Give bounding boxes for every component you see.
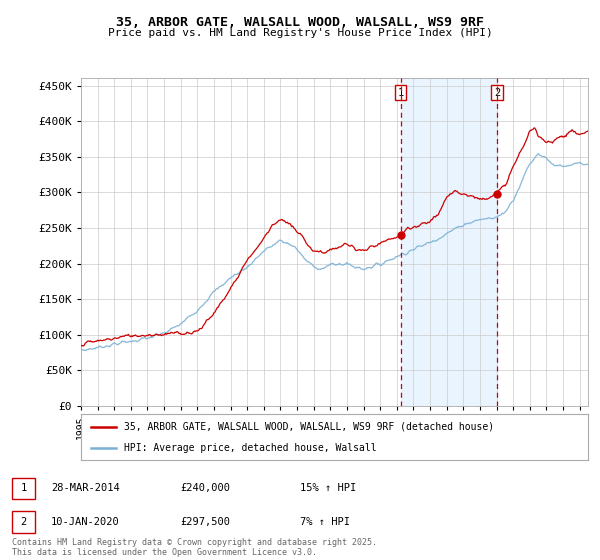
Text: 2: 2 (20, 517, 26, 527)
Text: 28-MAR-2014: 28-MAR-2014 (51, 483, 120, 493)
Text: 1: 1 (398, 88, 404, 97)
Text: Price paid vs. HM Land Registry's House Price Index (HPI): Price paid vs. HM Land Registry's House … (107, 28, 493, 38)
Text: 1: 1 (20, 483, 26, 493)
Text: 35, ARBOR GATE, WALSALL WOOD, WALSALL, WS9 9RF: 35, ARBOR GATE, WALSALL WOOD, WALSALL, W… (116, 16, 484, 29)
Text: 7% ↑ HPI: 7% ↑ HPI (300, 517, 350, 527)
Text: 10-JAN-2020: 10-JAN-2020 (51, 517, 120, 527)
Text: 2: 2 (494, 88, 500, 97)
Text: £297,500: £297,500 (180, 517, 230, 527)
Text: 35, ARBOR GATE, WALSALL WOOD, WALSALL, WS9 9RF (detached house): 35, ARBOR GATE, WALSALL WOOD, WALSALL, W… (124, 422, 494, 432)
Text: Contains HM Land Registry data © Crown copyright and database right 2025.
This d: Contains HM Land Registry data © Crown c… (12, 538, 377, 557)
Bar (401, 78, 497, 406)
Text: 15% ↑ HPI: 15% ↑ HPI (300, 483, 356, 493)
Text: HPI: Average price, detached house, Walsall: HPI: Average price, detached house, Wals… (124, 443, 377, 453)
Text: £240,000: £240,000 (180, 483, 230, 493)
